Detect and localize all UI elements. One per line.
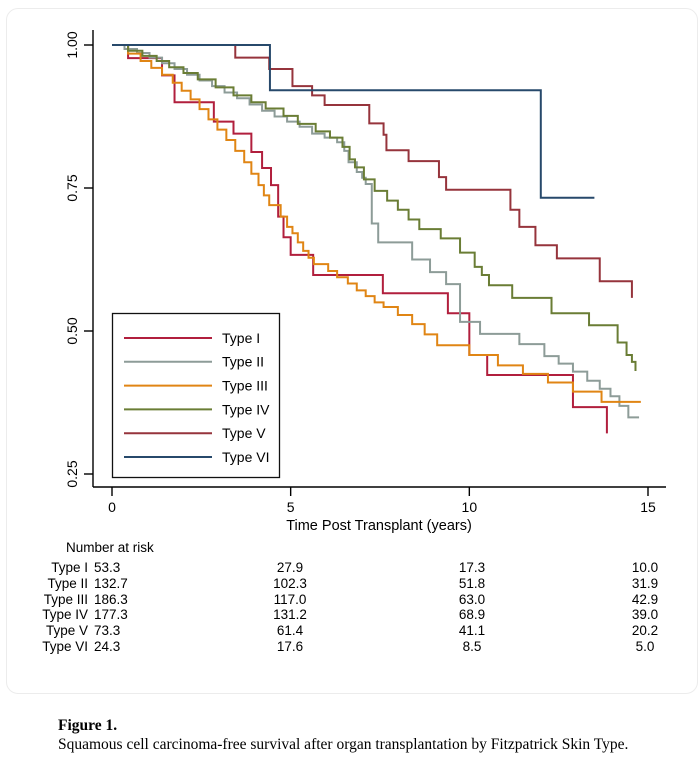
- risk-row-type-vi: Type VI 24.3 17.6 8.5 5.0: [0, 639, 700, 655]
- axes: [92, 30, 666, 488]
- figure-card: [6, 8, 698, 694]
- curve-type-iv: [112, 44, 637, 372]
- risk-row-type-ii: Type II 132.7 102.3 51.8 31.9: [0, 576, 700, 592]
- risk-table-title: Number at risk: [66, 540, 154, 555]
- risk-value: 73.3: [94, 623, 121, 639]
- risk-value: 63.0: [458, 591, 486, 607]
- risk-value: 68.9: [458, 607, 486, 623]
- risk-row-type-i: Type I 53.3 27.9 17.3 10.0: [0, 560, 700, 576]
- x-axis-title: Time Post Transplant (years): [286, 518, 472, 534]
- curve-type-iii: [112, 44, 641, 403]
- risk-row-label: Type I: [51, 560, 88, 575]
- legend-item-type-iii: Type III: [124, 378, 268, 394]
- risk-value: 20.2: [631, 623, 659, 639]
- risk-value: 42.9: [631, 591, 659, 607]
- curve-type-v: [112, 44, 633, 298]
- legend-label: Type II: [222, 354, 264, 370]
- risk-row-type-iv: Type IV 177.3 131.2 68.9 39.0: [0, 607, 700, 623]
- caption-text: Squamous cell carcinoma-free survival af…: [58, 736, 629, 753]
- y-tick-label: 0.50: [64, 317, 80, 344]
- survival-chart-svg: 1.00 0.75 0.50 0.25 0 5 10 15 Time Post Transpla…: [64, 30, 666, 534]
- risk-value: 132.7: [94, 575, 128, 591]
- x-tick-label: 0: [108, 499, 116, 515]
- legend-label: Type V: [222, 425, 266, 441]
- x-tick-label: 5: [287, 499, 295, 515]
- risk-value: 131.2: [273, 607, 307, 623]
- risk-row-label: Type III: [43, 591, 88, 607]
- risk-value: 27.9: [276, 560, 304, 575]
- risk-value: 41.1: [458, 623, 486, 639]
- curve-type-vi: [112, 44, 595, 199]
- legend-label: Type I: [222, 330, 260, 346]
- risk-value: 51.8: [458, 575, 486, 591]
- x-tick-label: 15: [640, 499, 656, 515]
- risk-value: 17.3: [458, 560, 486, 575]
- legend-label: Type III: [222, 378, 268, 394]
- legend-item-type-i: Type I: [124, 330, 260, 346]
- risk-value: 117.0: [273, 591, 307, 607]
- risk-row-type-iii: Type III 186.3 117.0 63.0 42.9: [0, 592, 700, 608]
- risk-value: 5.0: [635, 639, 655, 654]
- risk-value: 53.3: [94, 560, 121, 575]
- risk-value: 102.3: [273, 575, 307, 591]
- risk-value: 186.3: [94, 591, 128, 607]
- risk-value: 8.5: [462, 639, 482, 654]
- caption: Figure 1. Squamous cell carcinoma-free s…: [58, 716, 678, 754]
- legend-item-type-ii: Type II: [124, 354, 264, 370]
- y-tick-label: 0.75: [64, 174, 80, 201]
- risk-value: 31.9: [631, 575, 659, 591]
- curve-type-ii: [112, 44, 640, 419]
- risk-value: 177.3: [94, 607, 128, 623]
- caption-label: Figure 1.: [58, 717, 118, 734]
- risk-value: 24.3: [94, 639, 121, 654]
- risk-row-label: Type II: [47, 575, 88, 591]
- legend-label: Type VI: [222, 449, 269, 465]
- risk-row-label: Type V: [45, 623, 88, 639]
- risk-row-label: Type IV: [42, 607, 88, 623]
- risk-row-type-v: Type V 73.3 61.4 41.1 20.2: [0, 623, 700, 639]
- legend-box: Type I Type II Type III Type IV Type V Type V…: [111, 312, 281, 479]
- legend-label: Type IV: [222, 401, 270, 417]
- y-tick-label: 1.00: [64, 31, 80, 58]
- risk-value: 39.0: [631, 607, 659, 623]
- risk-value: 61.4: [276, 623, 304, 639]
- risk-row-label: Type VI: [42, 639, 88, 654]
- y-tick-label: 0.25: [64, 460, 80, 487]
- x-tick-label: 10: [462, 499, 478, 515]
- legend-item-type-vi: Type VI: [124, 449, 269, 465]
- risk-value: 17.6: [276, 639, 304, 654]
- legend-item-type-v: Type V: [124, 425, 266, 441]
- legend-item-type-iv: Type IV: [124, 401, 270, 417]
- risk-value: 10.0: [631, 560, 659, 575]
